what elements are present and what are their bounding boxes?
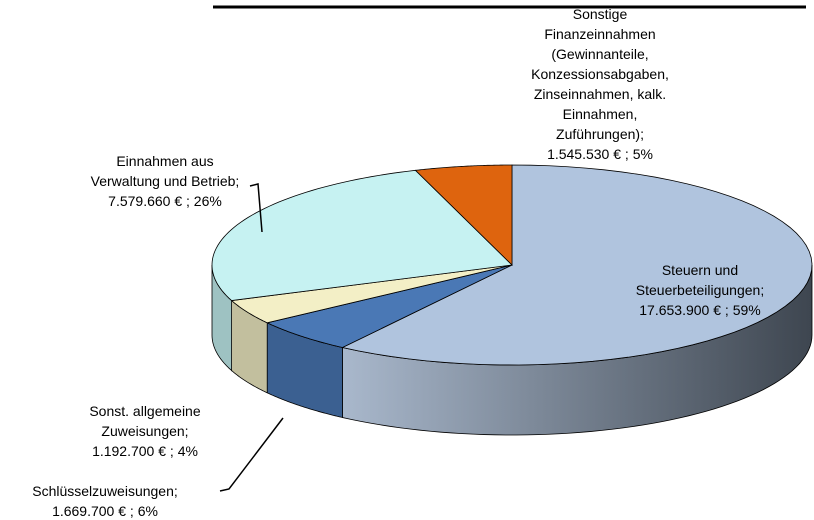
category-label: Sonstige Finanzeinnahmen (Gewinnanteile,…: [531, 6, 669, 142]
percent-label: 6%: [137, 503, 158, 519]
leader-line: [219, 417, 284, 492]
value-label: 7.579.660 €: [108, 193, 183, 209]
data-label: Schlüsselzuweisungen; 1.669.700 € ; 6%: [20, 481, 190, 520]
leader-line: [249, 183, 263, 233]
data-label: Sonstige Finanzeinnahmen (Gewinnanteile,…: [525, 4, 675, 164]
separator: ;: [182, 193, 194, 209]
percent-label: 26%: [193, 193, 222, 209]
category-label: Steuern und Steuerbeteiligungen;: [635, 262, 765, 298]
pie-slice: [211, 169, 513, 301]
percent-label: 59%: [732, 302, 761, 318]
data-label: Steuern und Steuerbeteiligungen; 17.653.9…: [625, 260, 775, 320]
pie-slice: [341, 164, 813, 366]
value-line: 1.545.530 € ; 5%: [525, 144, 675, 164]
data-label: Sonst. allgemeine Zuweisungen; 1.192.700 …: [80, 401, 210, 461]
percent-label: 4%: [177, 443, 198, 459]
pie-slice: [230, 264, 513, 324]
category-label: Schlüsselzuweisungen;: [32, 483, 178, 499]
pie-tops: [211, 164, 813, 366]
separator: ;: [621, 146, 633, 162]
separator: ;: [126, 503, 138, 519]
data-label: Einnahmen aus Verwaltung und Betrieb; 7.5…: [80, 151, 250, 211]
value-label: 1.545.530 €: [547, 146, 622, 162]
value-line: 1.192.700 € ; 4%: [80, 441, 210, 461]
separator: ;: [166, 443, 178, 459]
category-label: Sonst. allgemeine Zuweisungen;: [89, 403, 201, 439]
value-line: 1.669.700 € ; 6%: [20, 501, 190, 520]
value-line: 17.653.900 € ; 59%: [625, 300, 775, 320]
pie-slice: [414, 164, 513, 266]
pie-slice: [265, 264, 513, 348]
pie-sides: [211, 264, 813, 436]
category-label: Einnahmen aus Verwaltung und Betrieb;: [90, 153, 240, 189]
percent-label: 5%: [632, 146, 653, 162]
separator: ;: [721, 302, 733, 318]
value-label: 17.653.900 €: [639, 302, 722, 318]
value-label: 1.669.700 €: [52, 503, 127, 519]
value-label: 1.192.700 €: [92, 443, 167, 459]
value-line: 7.579.660 € ; 26%: [80, 191, 250, 211]
